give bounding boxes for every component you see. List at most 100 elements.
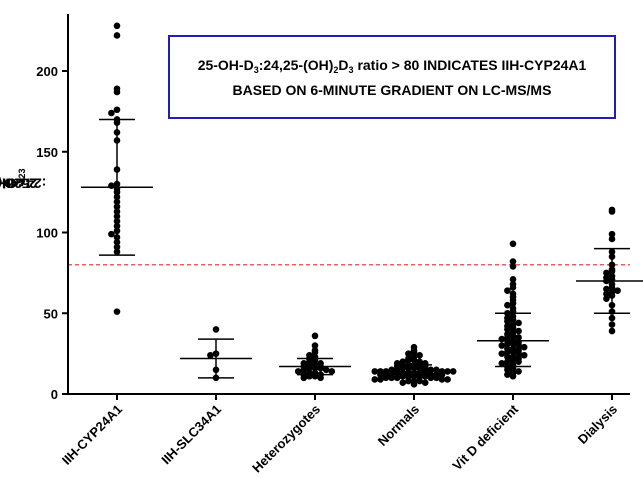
data-point (504, 340, 511, 348)
data-point (377, 371, 384, 378)
data-point (608, 314, 616, 322)
data-point (608, 327, 616, 335)
data-point (438, 376, 446, 383)
x-tick-label: Vit D deficient (449, 401, 521, 473)
data-point (212, 326, 220, 333)
data-point (399, 358, 407, 366)
data-point (603, 285, 610, 293)
data-point (388, 374, 395, 382)
data-point (405, 377, 412, 385)
axes-layer: 0 50 100 150 200 (36, 14, 630, 402)
data-point (509, 284, 517, 291)
data-point (498, 350, 506, 357)
data-point (515, 358, 522, 366)
data-point (504, 326, 511, 333)
data-point (294, 368, 302, 375)
x-tick-label: IIH-SLC34A1 (158, 402, 224, 468)
data-point (520, 351, 528, 359)
summary-layer (81, 118, 643, 379)
data-point (311, 342, 319, 349)
data-point (399, 379, 407, 386)
data-point (382, 374, 390, 382)
data-point (608, 208, 616, 215)
data-point (438, 371, 446, 378)
data-point (300, 374, 308, 382)
data-point (515, 350, 522, 357)
data-point (608, 321, 616, 328)
data-point (416, 364, 423, 372)
y-tick-label: 200 (36, 64, 58, 79)
y-tick-label: 150 (36, 145, 58, 160)
data-point (509, 276, 517, 283)
data-point (405, 350, 412, 357)
data-point (498, 342, 506, 349)
data-point (504, 287, 511, 294)
x-tick-label: Heterozygotes (249, 402, 323, 476)
data-point (608, 230, 616, 238)
data-point (504, 366, 511, 374)
data-point (311, 348, 319, 356)
data-point (608, 235, 616, 243)
data-point (207, 351, 214, 359)
y-tick-label: 0 (51, 387, 58, 402)
data-point (515, 342, 522, 349)
data-point (405, 356, 412, 364)
data-point (377, 376, 384, 383)
annotation-box: 25-OH-D3:24,25-(OH)2D3 ratio > 80 INDICA… (168, 35, 616, 119)
annotation-line-2: BASED ON 6-MINUTE GRADIENT ON LC-MS/MS (232, 81, 552, 98)
data-point (614, 287, 621, 294)
y-tick-label: 50 (44, 306, 58, 321)
data-point (421, 379, 429, 386)
data-point (509, 263, 517, 270)
data-point (300, 366, 308, 374)
x-tick-label: Normals (375, 402, 422, 449)
data-point (416, 351, 423, 359)
data-point (515, 334, 522, 341)
data-point (416, 377, 423, 385)
annotation-line-1: 25-OH-D3:24,25-(OH)2D3 ratio > 80 INDICA… (197, 56, 587, 75)
data-point (113, 308, 121, 315)
data-point (449, 368, 457, 375)
data-point (322, 366, 330, 374)
data-point (113, 88, 121, 96)
data-point (311, 332, 319, 340)
data-point (515, 368, 522, 375)
data-point (433, 374, 440, 382)
data-point (371, 376, 379, 383)
data-point (509, 258, 517, 265)
x-tick-label: IIH-CYP24A1 (59, 402, 125, 468)
data-point (108, 230, 115, 238)
data-point (113, 106, 121, 114)
data-point (371, 368, 379, 375)
data-point (603, 269, 610, 277)
data-point (509, 240, 517, 248)
data-point (399, 364, 407, 372)
data-point (509, 372, 517, 380)
data-point (504, 371, 511, 378)
x-tick-labels: IIH-CYP24A1 IIH-SLC34A1 Heterozygotes Norma… (59, 401, 620, 475)
data-point (603, 295, 610, 303)
data-point (515, 327, 522, 335)
data-point (498, 360, 506, 367)
data-point (113, 32, 121, 39)
data-point (410, 381, 418, 388)
data-point (108, 109, 115, 117)
data-point (509, 300, 517, 307)
data-point (504, 301, 511, 309)
data-point (504, 348, 511, 356)
data-point (444, 376, 451, 383)
data-point (405, 364, 412, 372)
y-tick-label: 100 (36, 226, 58, 241)
x-tick-label: Dialysis (575, 402, 620, 447)
data-point (603, 290, 610, 298)
data-point (504, 358, 511, 366)
data-point (410, 356, 418, 364)
data-point (504, 353, 511, 361)
data-point (520, 343, 528, 351)
data-point (328, 368, 336, 375)
data-point (410, 348, 418, 356)
data-point (317, 374, 324, 382)
data-point (113, 22, 121, 30)
data-point (504, 318, 511, 325)
